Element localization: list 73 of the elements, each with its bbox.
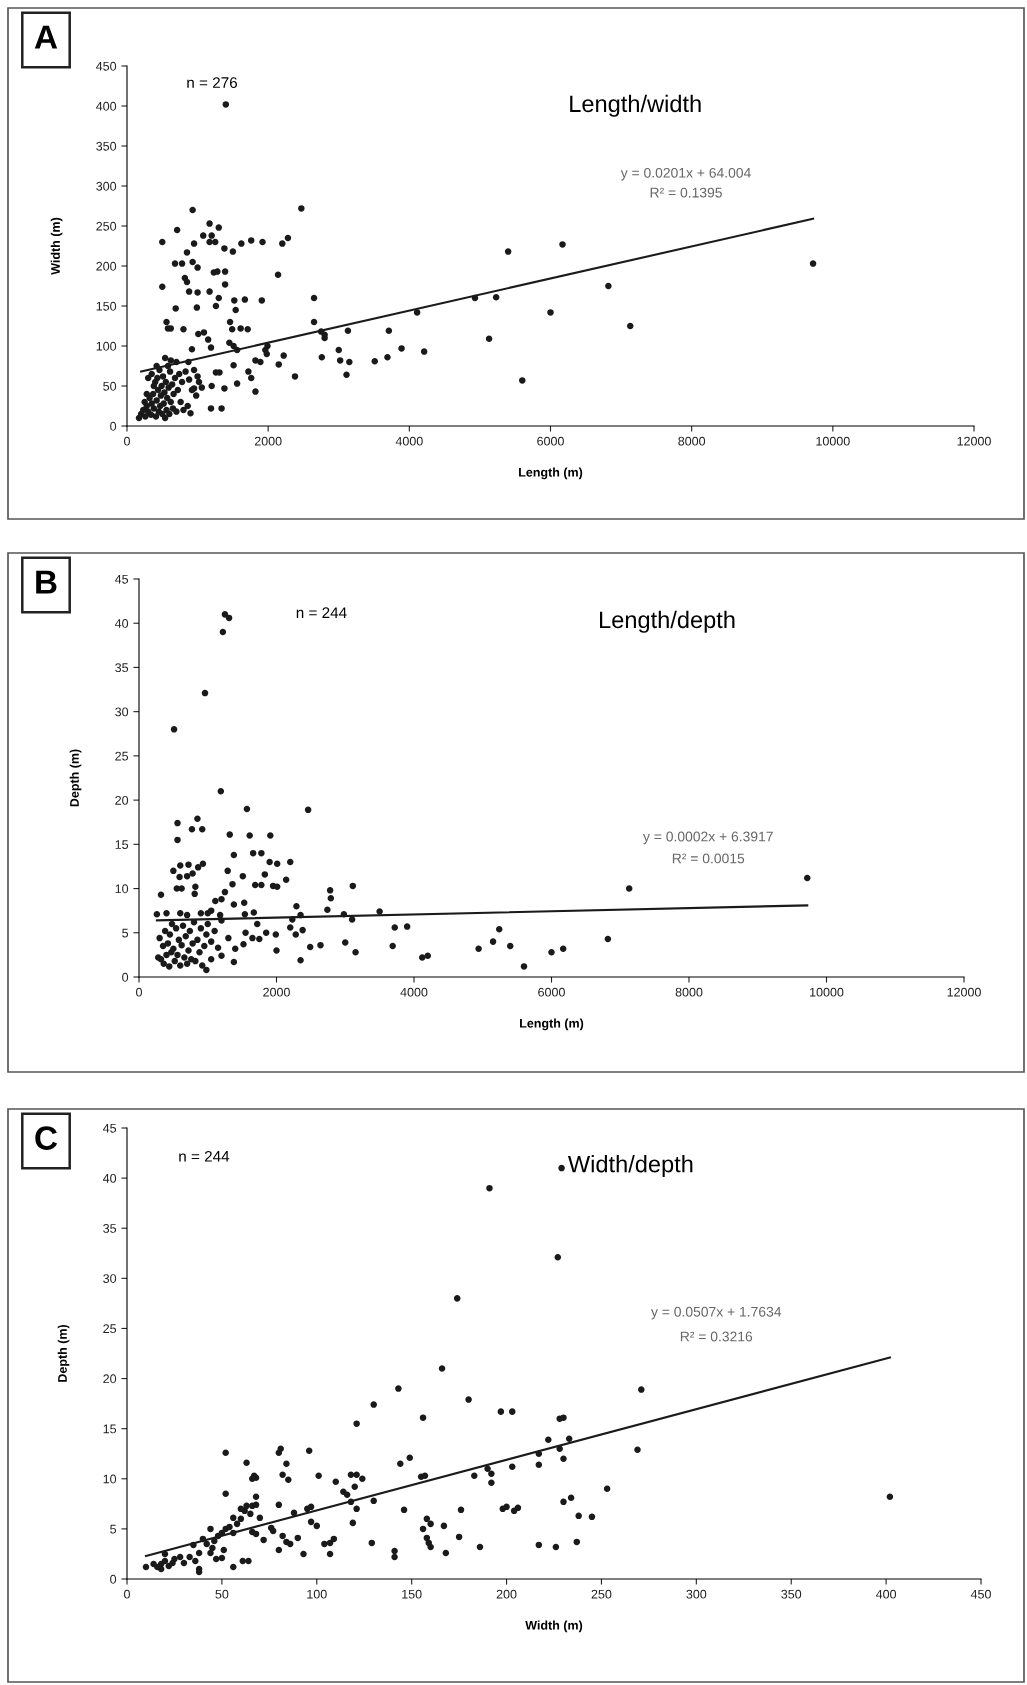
y-tick-label: 150 <box>96 301 117 311</box>
text: C <box>35 1126 58 1150</box>
y-tick-label: 45 <box>114 574 129 584</box>
annotation: n = 244 <box>179 1150 230 1162</box>
y-tick-label: 250 <box>96 221 117 231</box>
y-tick-label: 400 <box>96 101 117 111</box>
x-tick-label: 2000 <box>263 987 290 997</box>
x-axis-title: Length (m) <box>519 467 583 480</box>
y-tick-label: 25 <box>115 751 129 761</box>
x-tick-label: 12000 <box>957 436 991 446</box>
x-tick-label: 450 <box>970 1589 991 1599</box>
x-tick-label: 10000 <box>816 436 850 446</box>
x-tick-label: 6000 <box>537 436 564 446</box>
y-axis-title: Depth (m) <box>57 1324 70 1382</box>
y-tick-label: 30 <box>103 1274 117 1283</box>
text: A <box>34 25 58 49</box>
y-tick-label: 20 <box>115 795 129 805</box>
x-tick-label: 350 <box>781 1589 802 1599</box>
y-tick-label: 25 <box>103 1324 117 1334</box>
x-tick-label: 8000 <box>675 987 703 997</box>
x-tick-label: 10000 <box>810 987 844 997</box>
x-tick-label: 6000 <box>538 987 565 997</box>
y-tick-label: 15 <box>115 840 129 849</box>
x-tick-label: 4000 <box>395 436 423 446</box>
x-tick-label: 50 <box>215 1589 229 1599</box>
x-tick-label: 2000 <box>254 436 282 446</box>
text: Length/width <box>570 94 701 117</box>
annotation: y = 0.0507x + 1.7634 <box>651 1306 782 1320</box>
y-tick-label: 100 <box>96 341 117 351</box>
y-tick-label: 10 <box>103 1474 117 1484</box>
x-tick-label: 300 <box>686 1589 707 1599</box>
y-tick-label: 0 <box>110 1574 117 1584</box>
y-tick-label: 0 <box>110 421 117 431</box>
x-tick-label: 200 <box>496 1589 517 1599</box>
x-tick-label: 8000 <box>678 436 706 446</box>
text: Length/depth <box>600 610 735 633</box>
text: Width/depth <box>567 1155 693 1178</box>
y-tick-label: 450 <box>96 61 117 71</box>
y-tick-label: 5 <box>122 928 129 938</box>
y-tick-label: 200 <box>96 261 117 271</box>
y-tick-label: 0 <box>122 972 129 982</box>
y-axis-title: Depth (m) <box>69 749 82 807</box>
text: B <box>36 570 57 594</box>
x-tick-label: 100 <box>307 1589 327 1599</box>
y-tick-label: 20 <box>103 1374 117 1384</box>
x-tick-label: 250 <box>591 1589 612 1599</box>
x-axis-title: Length (m) <box>520 1018 584 1031</box>
y-axis-title: Width (m) <box>50 217 63 275</box>
x-tick-label: 12000 <box>947 987 981 997</box>
annotation: n = 276 <box>187 77 238 89</box>
annotation: R² = 0.0015 <box>672 853 745 864</box>
annotation: R² = 0.3216 <box>680 1331 753 1342</box>
y-tick-label: 40 <box>114 619 129 628</box>
x-tick-label: 400 <box>875 1589 897 1599</box>
annotation: n = 244 <box>296 607 347 618</box>
y-tick-label: 50 <box>103 381 117 391</box>
y-tick-label: 10 <box>115 884 129 894</box>
y-tick-label: 30 <box>115 707 129 717</box>
y-tick-label: 350 <box>96 141 117 151</box>
x-tick-label: 0 <box>136 987 142 997</box>
annotation: y = 0.0002x + 6.3917 <box>643 831 773 845</box>
y-tick-label: 15 <box>103 1424 117 1434</box>
x-tick-label: 150 <box>402 1589 422 1599</box>
y-tick-label: 35 <box>115 663 129 673</box>
y-tick-label: 40 <box>102 1173 117 1183</box>
y-tick-label: 35 <box>103 1224 117 1233</box>
x-tick-label: 4000 <box>400 987 428 997</box>
annotation: R² = 0.1395 <box>650 187 722 198</box>
x-axis-title: Width (m) <box>525 1620 583 1633</box>
y-tick-label: 300 <box>96 181 117 191</box>
y-tick-label: 5 <box>110 1524 117 1534</box>
annotation: y = 0.0201x + 64.004 <box>620 167 751 181</box>
y-tick-label: 45 <box>102 1123 117 1133</box>
